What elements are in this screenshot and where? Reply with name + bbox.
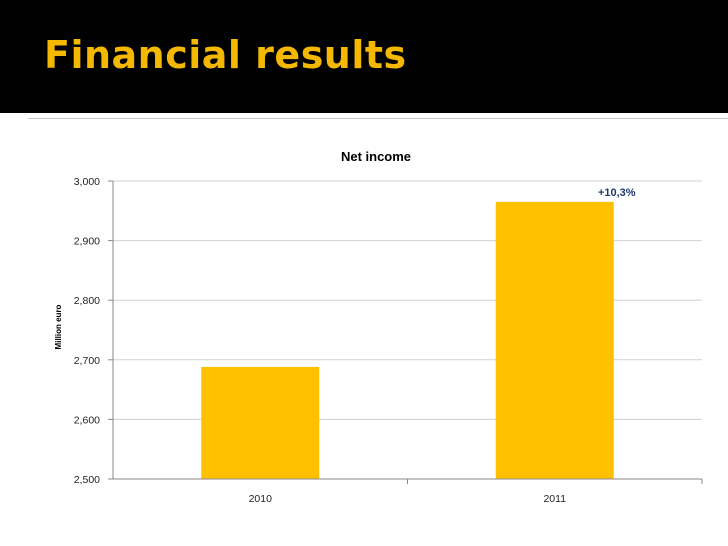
bar-2010 <box>201 366 320 479</box>
header-divider <box>28 118 728 119</box>
chart-title: Net income <box>341 149 411 164</box>
y-axis-title: Million euro <box>54 304 63 349</box>
y-axis-ticks: 2,500 2,600 2,700 2,800 2,900 3,000 <box>74 176 100 486</box>
annotations: +10,3% <box>598 187 636 199</box>
y-tick-label: 3,000 <box>74 176 100 188</box>
y-tick-label: 2,800 <box>74 295 100 307</box>
slide-title: Financial results <box>44 33 407 77</box>
bars <box>201 201 614 480</box>
y-tick-label: 2,900 <box>74 236 100 248</box>
y-tick-label: 2,700 <box>74 355 100 367</box>
y-tick-label: 2,500 <box>74 474 100 486</box>
bar-2011 <box>495 201 614 480</box>
y-tick-label: 2,600 <box>74 414 100 426</box>
x-tick-label: 2010 <box>249 493 273 505</box>
slide-header: Financial results <box>0 0 728 113</box>
x-tick-label: 2011 <box>543 493 566 505</box>
x-axis-ticks: 2010 2011 <box>249 493 567 505</box>
growth-annotation: +10,3% <box>598 187 636 199</box>
axes <box>108 180 703 484</box>
